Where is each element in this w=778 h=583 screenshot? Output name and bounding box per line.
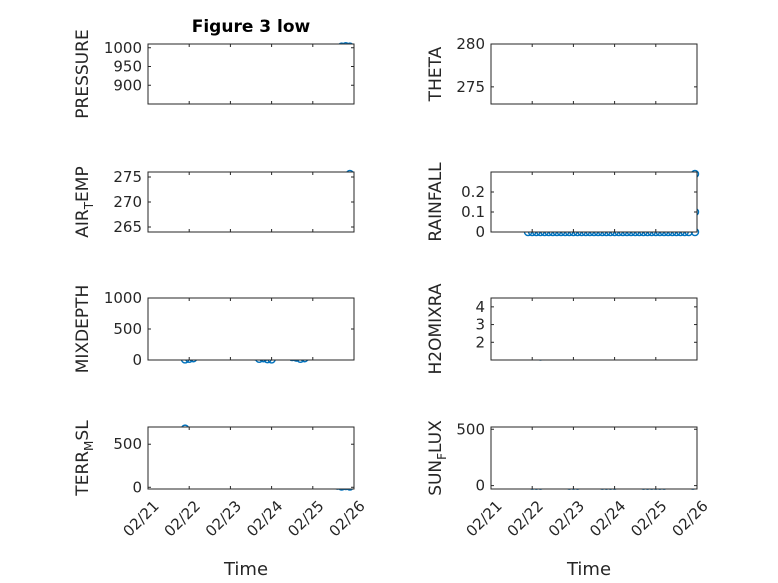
x-tick-label: 02/25	[627, 497, 670, 540]
x-tick-label: 02/21	[119, 497, 162, 540]
axes-frame	[490, 171, 698, 233]
y-tick-label: 275	[113, 168, 142, 186]
y-axis-label: RAINFALL	[426, 162, 446, 242]
x-tick-label: 02/24	[243, 497, 286, 540]
y-tick-label: 275	[456, 78, 485, 96]
x-axis-label: Time	[223, 559, 268, 580]
y-tick-label: 500	[113, 320, 142, 338]
y-axis-label: AIRTEMP	[73, 166, 96, 237]
y-axis-label: H2OMIXRA	[426, 283, 446, 374]
y-tick-label: 4	[475, 298, 485, 316]
y-tick-label: 0	[132, 351, 142, 369]
y-axis-label: MIXDEPTH	[73, 285, 93, 374]
x-tick-label: 02/26	[325, 497, 368, 540]
x-tick-label: 02/23	[545, 497, 588, 540]
y-axis-label: PRESSURE	[73, 29, 93, 118]
y-tick-label: 0	[475, 223, 485, 241]
y-tick-label: 280	[456, 35, 485, 53]
y-axis-label: TERRMSL	[73, 420, 96, 497]
x-tick-label: 02/25	[284, 497, 327, 540]
axes-frame	[490, 426, 698, 490]
y-tick-label: 0	[475, 477, 485, 495]
y-tick-label: 0	[132, 478, 142, 496]
y-tick-label: 1000	[104, 289, 142, 307]
y-tick-label: 0.1	[461, 203, 485, 221]
panel-mixdepth: 0 500 1000 MIXDEPTH	[73, 285, 355, 374]
y-tick-label: 500	[113, 435, 142, 453]
x-tick-label: 02/22	[161, 497, 204, 540]
panel-rainfall: 0 0.1 0.2 RAINFALL	[426, 162, 700, 242]
y-tick-label: 950	[113, 58, 142, 76]
x-axis-label: Time	[566, 559, 611, 580]
axes-frame	[490, 297, 698, 361]
y-tick-label: 500	[456, 420, 485, 438]
panel-air_temp: 265 270 275 AIRTEMP	[73, 166, 355, 238]
y-axis-label: THETA	[426, 46, 446, 102]
y-tick-label: 3	[475, 316, 485, 334]
axes-frame	[147, 426, 355, 490]
panel-theta: 275 280 THETA	[426, 35, 698, 105]
x-tick-label: 02/23	[202, 497, 245, 540]
axes-frame	[147, 171, 355, 233]
axes-frame	[490, 43, 698, 105]
x-tick-label: 02/22	[504, 497, 547, 540]
y-tick-label: 1000	[104, 39, 142, 57]
x-tick-label: 02/24	[586, 497, 629, 540]
y-tick-label: 900	[113, 76, 142, 94]
chart-title: Figure 3 low	[192, 17, 311, 37]
y-tick-label: 0.2	[461, 183, 485, 201]
y-axis-label: SUNFLUX	[426, 420, 449, 496]
x-tick-label: 02/26	[668, 497, 711, 540]
panel-h2omixra: 234 H2OMIXRA	[426, 283, 698, 375]
y-tick-label: 2	[475, 333, 485, 351]
panel-terr_msl: 0 500 TERRMSL 02/2102/2202/2302/2402/2502/2…	[73, 420, 369, 580]
panel-sun_flux: 0 500 SUNFLUX 02/2102/2202/2302/2402/2502/2…	[426, 420, 712, 580]
x-tick-label: 02/21	[462, 497, 505, 540]
axes-frame	[147, 43, 355, 105]
y-tick-label: 270	[113, 193, 142, 211]
axes-frame	[147, 297, 355, 361]
y-tick-label: 265	[113, 218, 142, 236]
